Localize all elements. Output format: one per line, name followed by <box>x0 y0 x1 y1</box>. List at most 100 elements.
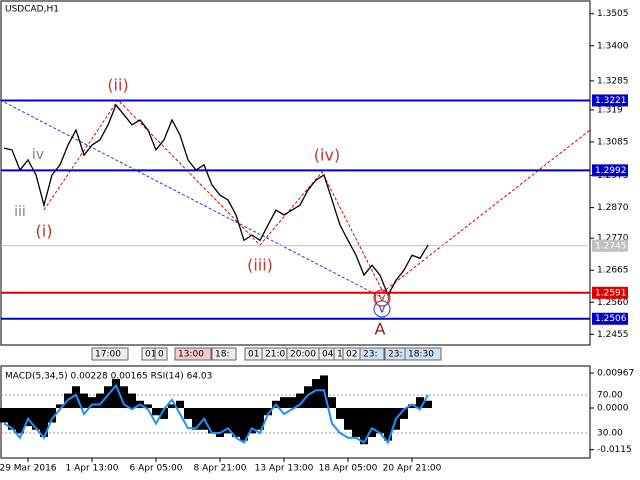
wave-label: (v) <box>374 291 390 305</box>
macd-bar <box>160 408 168 419</box>
macd-bar <box>40 408 48 437</box>
time-marker: 04 <box>322 350 334 360</box>
y-tick-label: 1.2870 <box>597 203 629 213</box>
macd-bar <box>280 397 288 409</box>
macd-bar <box>48 408 56 423</box>
macd-bar <box>104 386 112 409</box>
macd-bar <box>416 397 424 409</box>
macd-bar <box>352 408 360 437</box>
macd-bar <box>240 408 248 441</box>
level-label-box <box>592 164 628 177</box>
macd-bar <box>144 404 152 409</box>
y-tick-label: 1.2455 <box>597 330 629 340</box>
macd-bar <box>328 397 336 409</box>
wave-label: v <box>378 302 385 316</box>
time-marker: 13:00 <box>178 350 204 360</box>
x-tick-label: 29 Mar 2016 <box>0 464 57 474</box>
time-marker-box <box>359 347 385 361</box>
macd-bar <box>0 408 8 423</box>
level-label: 1.2506 <box>595 314 627 324</box>
time-marker: 21:0 <box>265 350 285 360</box>
y-tick-label: 1.2770 <box>597 234 629 244</box>
macd-bar <box>376 408 384 434</box>
macd-bar <box>360 408 368 445</box>
macd-bar <box>80 393 88 409</box>
indicator-title: MACD(5,34,5) 0.00228 0.00165 RSI(14) 64.… <box>5 372 212 382</box>
time-marker-box <box>174 347 212 361</box>
macd-bar <box>216 408 224 437</box>
x-tick-label: 8 Apr 21:00 <box>194 464 247 474</box>
level-label: 1.2745 <box>595 241 627 251</box>
wave-circle <box>373 289 391 307</box>
y-tick-label: 0.00967 <box>597 368 634 378</box>
macd-bar <box>128 393 136 409</box>
y-tick-label: 1.3085 <box>597 137 629 147</box>
y-tick-label: -0.0115 <box>597 445 632 455</box>
time-marker-box <box>211 347 237 361</box>
y-tick-label: 1.3505 <box>597 9 629 19</box>
level-label-box <box>592 94 628 107</box>
wave-label: (ii) <box>107 76 128 95</box>
x-tick-label: 20 Apr 21:00 <box>383 464 442 474</box>
rsi-line <box>3 383 429 445</box>
time-marker-box <box>154 347 168 361</box>
macd-bar <box>24 408 32 427</box>
macd-bar <box>56 404 64 409</box>
macd-bar <box>192 408 200 430</box>
time-marker: 18:30 <box>408 350 434 360</box>
level-label-box <box>592 286 628 299</box>
time-marker: 01 <box>145 350 156 360</box>
macd-bar <box>208 408 216 434</box>
time-marker-box <box>91 347 129 361</box>
macd-bar <box>424 400 432 409</box>
time-marker: 01 <box>248 350 259 360</box>
price-line <box>3 103 429 297</box>
time-marker: 23: <box>388 350 402 360</box>
macd-bar <box>112 379 120 409</box>
wave-label: (i) <box>36 222 53 241</box>
y2-tick-label: 70.00 <box>597 390 623 400</box>
x-tick-label: 1 Apr 13:00 <box>66 464 119 474</box>
trend-line <box>0 99 384 299</box>
macd-bar <box>368 408 376 437</box>
y-tick-label: 1.3400 <box>597 41 629 51</box>
wave-label: iii <box>14 204 26 220</box>
time-marker: 1 <box>337 350 343 360</box>
macd-bar <box>168 404 176 409</box>
time-marker: 18: <box>215 350 229 360</box>
level-label-box <box>592 239 628 252</box>
y-tick-label: 1.3285 <box>597 76 629 86</box>
macd-bar <box>336 408 344 419</box>
macd-bar <box>232 408 240 437</box>
time-marker: 20:00 <box>290 350 316 360</box>
macd-bar <box>408 404 416 409</box>
macd-bar <box>152 408 160 416</box>
macd-bar <box>256 408 264 430</box>
price-panel-frame <box>0 0 591 346</box>
macd-bar <box>176 400 184 409</box>
time-marker: 02 <box>346 350 357 360</box>
macd-bar <box>248 408 256 434</box>
level-label: 1.2591 <box>595 288 627 298</box>
wave-label: (iii) <box>247 256 273 275</box>
wave-label: A <box>375 320 386 339</box>
time-marker: 0 <box>158 350 164 360</box>
y-tick-label: 1.2560 <box>597 298 629 308</box>
macd-bar <box>32 408 40 430</box>
level-label: 1.2992 <box>595 166 627 176</box>
macd-bar <box>312 379 320 409</box>
wave-circle <box>373 300 391 318</box>
macd-bar <box>16 408 24 434</box>
y2-tick-label: 30.00 <box>597 429 623 439</box>
macd-bar <box>184 408 192 419</box>
x-tick-label: 18 Apr 05:00 <box>319 464 378 474</box>
y-tick-label: 1.2665 <box>597 266 629 276</box>
macd-bar <box>96 393 104 409</box>
x-tick-label: 13 Apr 13:00 <box>255 464 314 474</box>
macd-bar <box>288 397 296 409</box>
time-marker: 17:00 <box>95 350 121 360</box>
macd-bar <box>296 393 304 409</box>
chart-title: USDCAD,H1 <box>5 5 59 15</box>
macd-bar <box>344 408 352 430</box>
